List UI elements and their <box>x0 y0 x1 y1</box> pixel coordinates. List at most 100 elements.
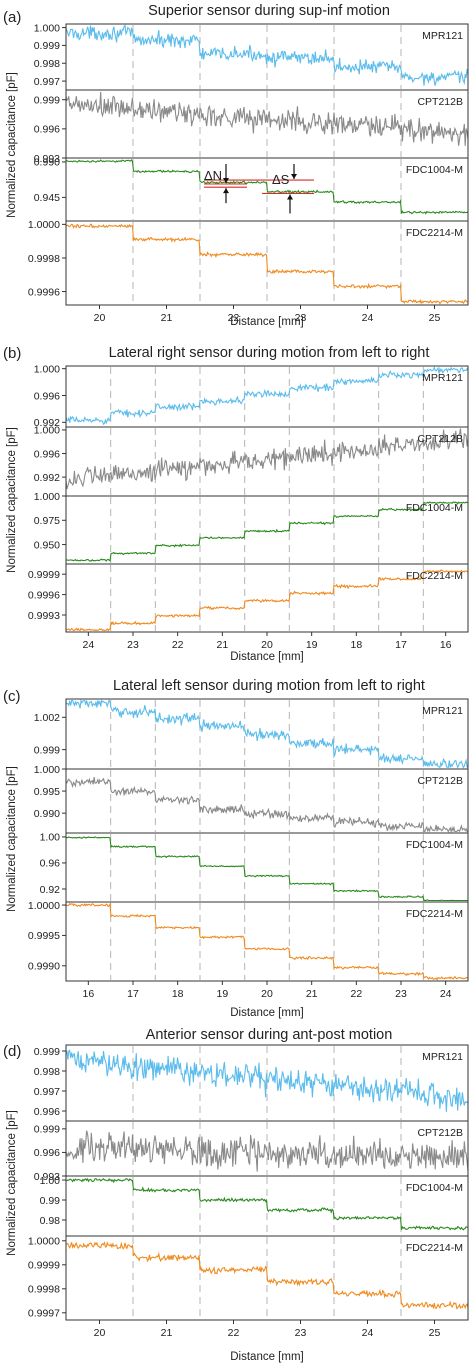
x-tick-label: 22 <box>350 988 362 1000</box>
series-line-FDC2214-M <box>65 569 469 632</box>
panel-letter: (a) <box>3 9 21 26</box>
y-tick-label: 0.9993 <box>28 610 60 622</box>
panel-title: Lateral right sensor during motion from … <box>109 345 430 361</box>
y-tick-label: 0.999 <box>34 95 60 107</box>
y-tick-label: 1.00 <box>40 1175 61 1187</box>
subplot-FDC1004-M: 1.000 0.975 0.950 FDC1004-M <box>34 491 468 563</box>
y-tick-label: 0.997 <box>34 1086 60 1098</box>
subplot-CPT212B: 1.000 0.996 0.992 CPT212B <box>34 425 469 495</box>
x-axis-label: Distance [mm] <box>230 1351 304 1363</box>
panel-2: Lateral left sensor during motion from l… <box>3 678 469 1019</box>
y-tick-label: 0.9995 <box>28 930 60 942</box>
delta-s-label: ΔS <box>272 172 290 187</box>
y-tick-label: 0.992 <box>34 417 60 429</box>
y-tick-label: 0.996 <box>34 1147 60 1159</box>
x-tick-label: 24 <box>362 1327 374 1339</box>
sensor-label: FDC1004-M <box>406 1182 463 1194</box>
subplot-MPR121: 1.000 0.999 0.998 0.997 MPR121 <box>34 22 469 89</box>
x-axis-label: Distance [mm] <box>230 651 304 663</box>
plot-frame <box>65 23 469 306</box>
y-tick-label: 0.98 <box>40 1215 61 1227</box>
x-tick-label: 24 <box>82 639 94 651</box>
series-line-FDC2214-M <box>65 223 468 305</box>
x-tick-label: 23 <box>127 639 139 651</box>
sensor-label: CPT212B <box>417 96 463 108</box>
sensor-label: FDC2214-M <box>406 570 463 582</box>
x-tick-label: 18 <box>350 639 362 651</box>
y-axis-label: Normalized capacitance [pF] <box>6 766 18 912</box>
sensor-label: FDC2214-M <box>406 227 463 239</box>
series-line-FDC1004-M <box>65 836 468 902</box>
y-tick-label: 0.997 <box>34 76 60 88</box>
x-tick-label: 25 <box>429 1327 441 1339</box>
y-tick-label: 0.990 <box>34 157 60 169</box>
y-tick-label: 0.999 <box>34 40 60 52</box>
series-line-MPR121 <box>65 24 469 86</box>
y-tick-label: 0.9997 <box>28 1308 60 1320</box>
y-tick-label: 1.0000 <box>28 900 60 912</box>
y-tick-label: 0.995 <box>34 786 60 798</box>
sensor-label: FDC2214-M <box>406 1242 463 1254</box>
sensor-label: MPR121 <box>422 372 463 384</box>
y-tick-label: 1.000 <box>34 491 60 503</box>
subplot-MPR121: 0.999 0.998 0.997 0.996 MPR121 <box>34 1046 469 1120</box>
y-tick-label: 0.999 <box>34 744 60 756</box>
x-tick-label: 20 <box>94 1327 106 1339</box>
x-tick-label: 16 <box>82 988 94 1000</box>
series-line-MPR121 <box>65 365 469 426</box>
y-tick-label: 0.998 <box>34 1066 60 1078</box>
y-tick-label: 1.00 <box>40 832 61 844</box>
subplot-FDC2214-M: 0.9999 0.9996 0.9993 FDC2214-M <box>28 563 469 632</box>
y-tick-label: 0.9998 <box>28 1284 60 1296</box>
y-tick-label: 1.000 <box>34 363 60 375</box>
sensor-label: FDC1004-M <box>406 164 463 176</box>
series-line-MPR121 <box>65 698 469 769</box>
y-tick-label: 0.9990 <box>28 961 60 973</box>
series-line-MPR121 <box>65 1049 469 1112</box>
x-tick-label: 23 <box>295 1327 307 1339</box>
sensor-label: CPT212B <box>417 1127 463 1139</box>
x-tick-label: 22 <box>228 1327 240 1339</box>
sensor-label: FDC1004-M <box>406 839 463 851</box>
y-tick-label: 0.998 <box>34 58 60 70</box>
plot-frame <box>65 1044 469 1321</box>
y-tick-label: 0.945 <box>34 192 60 204</box>
x-tick-label: 21 <box>216 639 228 651</box>
x-tick-label: 24 <box>440 988 452 1000</box>
x-tick-label: 23 <box>295 312 307 324</box>
y-tick-label: 0.9996 <box>28 286 60 298</box>
subplot-CPT212B: 0.999 0.996 0.993 CPT212B <box>34 1120 469 1183</box>
subplot-FDC2214-M: 1.0000 0.9995 0.9990 FDC2214-M <box>28 900 469 981</box>
panel-title: Anterior sensor during ant-post motion <box>146 1027 393 1043</box>
sensor-label: CPT212B <box>417 775 463 787</box>
y-tick-label: 0.9999 <box>28 1260 60 1272</box>
sensor-label: MPR121 <box>422 30 463 42</box>
panel-1: Lateral right sensor during motion from … <box>3 345 469 663</box>
sensor-label: CPT212B <box>417 433 463 445</box>
y-tick-label: 0.996 <box>34 124 60 136</box>
x-tick-label: 23 <box>395 988 407 1000</box>
y-tick-label: 1.000 <box>34 764 60 776</box>
subplot-MPR121: 1.000 0.996 0.992 MPR121 <box>34 363 469 429</box>
series-line-FDC1004-M <box>65 158 469 215</box>
y-tick-label: 0.996 <box>34 390 60 402</box>
y-tick-label: 0.996 <box>34 1106 60 1118</box>
series-line-CPT212B <box>65 1130 469 1172</box>
series-line-FDC1004-M <box>65 501 468 562</box>
y-tick-label: 1.000 <box>34 22 60 34</box>
x-tick-label: 21 <box>161 312 173 324</box>
x-tick-label: 17 <box>127 988 139 1000</box>
x-tick-label: 21 <box>161 1327 173 1339</box>
subplot-FDC1004-M: 1.00 0.99 0.98 FDC1004-M <box>40 1175 469 1235</box>
y-tick-label: 0.975 <box>34 515 60 527</box>
subplot-FDC2214-M: 1.0000 0.9998 0.9996 FDC2214-M <box>28 219 468 305</box>
panel-letter: (c) <box>3 688 21 705</box>
x-tick-label: 21 <box>306 988 318 1000</box>
y-tick-label: 1.002 <box>34 712 60 724</box>
y-tick-label: 1.000 <box>34 425 60 437</box>
sensor-label: MPR121 <box>422 1051 463 1063</box>
x-tick-label: 19 <box>306 639 318 651</box>
x-axis-label: Distance [mm] <box>230 316 304 328</box>
series-line-FDC2214-M <box>65 902 469 981</box>
x-tick-label: 20 <box>261 988 273 1000</box>
